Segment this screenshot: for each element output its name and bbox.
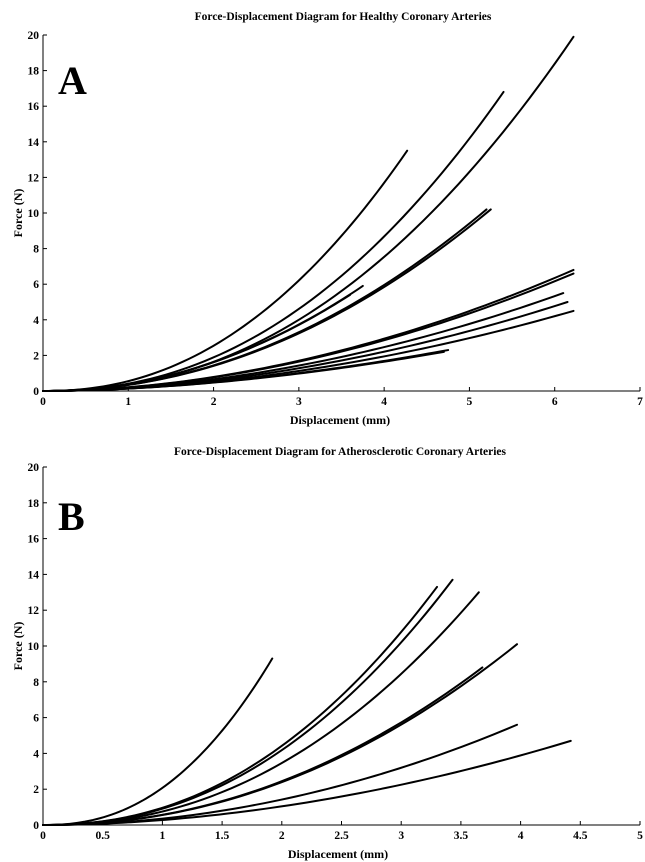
y-tick-label: 14 bbox=[28, 137, 40, 149]
series-curves bbox=[42, 35, 575, 392]
x-tick-label: 4.5 bbox=[573, 830, 588, 842]
y-tick-label: 0 bbox=[33, 386, 39, 398]
x-tick-label: 3 bbox=[398, 830, 404, 842]
panel-letter: B bbox=[58, 494, 85, 539]
plot-frame bbox=[42, 467, 640, 826]
chart-panel-b: Force-Displacement Diagram for Atheroscl… bbox=[11, 446, 643, 861]
x-tick-label: 1 bbox=[125, 396, 131, 408]
x-tick-label: 2 bbox=[279, 830, 285, 842]
x-tick-label: 0.5 bbox=[96, 830, 111, 842]
x-tick-label: 5 bbox=[467, 396, 473, 408]
x-axis-label: Displacement (mm) bbox=[290, 413, 390, 427]
x-tick-label: 2.5 bbox=[334, 830, 349, 842]
series-line bbox=[42, 643, 519, 826]
series-line bbox=[42, 208, 492, 392]
x-tick-label: 3 bbox=[296, 396, 302, 408]
y-tick-label: 10 bbox=[28, 208, 40, 220]
y-tick-label: 6 bbox=[33, 279, 39, 291]
y-tick-label: 20 bbox=[28, 462, 40, 474]
y-tick-label: 20 bbox=[28, 30, 40, 42]
series-line bbox=[42, 666, 484, 826]
x-tick-label: 0 bbox=[40, 396, 46, 408]
y-tick-label: 18 bbox=[28, 66, 40, 78]
y-tick-label: 16 bbox=[28, 534, 40, 546]
series-line bbox=[42, 739, 572, 826]
y-tick-label: 6 bbox=[33, 713, 39, 725]
y-tick-label: 12 bbox=[28, 605, 40, 617]
series-line bbox=[42, 293, 352, 392]
y-tick-label: 16 bbox=[28, 101, 40, 113]
series-line bbox=[42, 657, 274, 826]
y-tick-label: 2 bbox=[33, 784, 39, 796]
chart-title: Force-Displacement Diagram for Healthy C… bbox=[195, 11, 492, 23]
y-tick-label: 14 bbox=[28, 569, 40, 581]
x-tick-label: 4 bbox=[381, 396, 387, 408]
x-tick-label: 5 bbox=[637, 830, 643, 842]
series-line bbox=[42, 149, 409, 392]
series-line bbox=[42, 309, 575, 392]
y-axis-label: Force (N) bbox=[11, 622, 25, 671]
y-tick-label: 8 bbox=[33, 677, 39, 689]
x-axis-label: Displacement (mm) bbox=[288, 847, 388, 861]
series-line bbox=[42, 35, 575, 392]
y-tick-label: 8 bbox=[33, 244, 39, 256]
series-line bbox=[42, 578, 454, 826]
y-tick-label: 18 bbox=[28, 498, 40, 510]
series-line bbox=[42, 284, 364, 392]
x-tick-label: 2 bbox=[211, 396, 217, 408]
series-line bbox=[42, 350, 445, 392]
x-tick-label: 1 bbox=[160, 830, 166, 842]
x-tick-label: 6 bbox=[552, 396, 558, 408]
series-line bbox=[42, 208, 488, 392]
axis-ticks: 0 0.5 1 1.5 2 2.5 3 3.5 4 4.5 5 0 2 4 6 8 10 12 14 16 18 20 bbox=[28, 462, 644, 842]
panel-letter: A bbox=[58, 58, 87, 103]
x-tick-label: 4 bbox=[518, 830, 524, 842]
x-tick-label: 0 bbox=[40, 830, 46, 842]
chart-panel-a: Force-Displacement Diagram for Healthy C… bbox=[11, 11, 643, 427]
series-curves bbox=[42, 578, 572, 826]
x-tick-label: 3.5 bbox=[454, 830, 469, 842]
y-tick-label: 12 bbox=[28, 172, 40, 184]
y-tick-label: 2 bbox=[33, 350, 39, 362]
plot-frame bbox=[42, 35, 640, 392]
y-tick-label: 4 bbox=[33, 748, 39, 760]
y-axis-label: Force (N) bbox=[11, 189, 25, 238]
x-tick-label: 1.5 bbox=[215, 830, 230, 842]
y-tick-label: 4 bbox=[33, 315, 39, 327]
chart-title: Force-Displacement Diagram for Atheroscl… bbox=[174, 446, 507, 458]
x-tick-label: 7 bbox=[637, 396, 643, 408]
y-tick-label: 0 bbox=[33, 820, 39, 832]
y-tick-label: 10 bbox=[28, 641, 40, 653]
